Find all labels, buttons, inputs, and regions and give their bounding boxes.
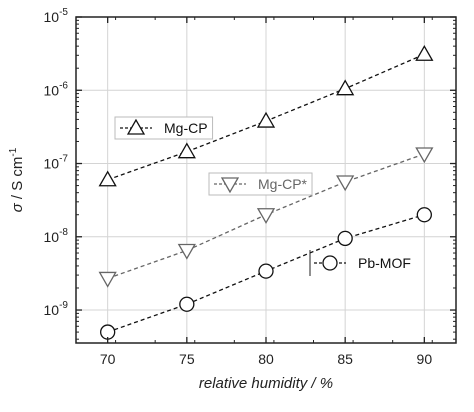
legend-label: Mg-CP bbox=[164, 120, 208, 136]
data-point bbox=[98, 271, 117, 288]
data-point bbox=[179, 296, 195, 312]
data-point bbox=[415, 147, 434, 164]
x-tick-label: 80 bbox=[258, 351, 274, 367]
data-point bbox=[336, 79, 355, 96]
y-tick-label: 10-6 bbox=[44, 80, 69, 98]
y-axis-title-exponent: -1 bbox=[8, 147, 19, 156]
data-point bbox=[256, 208, 276, 225]
series-pb-mof bbox=[100, 207, 432, 340]
data-point bbox=[416, 207, 432, 223]
y-tick-base: 10 bbox=[44, 82, 60, 98]
legend-entry-pb-mof: Pb-MOF bbox=[309, 250, 411, 276]
data-point bbox=[100, 324, 116, 340]
legend-marker bbox=[322, 255, 338, 271]
y-tick-base: 10 bbox=[44, 9, 60, 25]
data-point bbox=[258, 263, 274, 279]
data-point bbox=[177, 243, 196, 260]
y-tick-label: 10-7 bbox=[44, 154, 69, 172]
series-mg-cp bbox=[98, 44, 434, 187]
tick-marks bbox=[76, 16, 456, 343]
x-tick-label: 90 bbox=[417, 351, 433, 367]
data-point bbox=[256, 111, 276, 128]
y-tick-label: 10-5 bbox=[44, 7, 69, 25]
data-point bbox=[337, 230, 353, 247]
y-tick-label: 10-9 bbox=[44, 300, 69, 318]
legend-marker bbox=[220, 177, 240, 194]
y-tick-base: 10 bbox=[44, 229, 60, 245]
y-tick-exponent: -5 bbox=[59, 7, 68, 18]
legend: Mg-CP Mg-CP* Pb-MOF bbox=[114, 116, 411, 276]
legend-entry-mg-cp: Mg-CP bbox=[114, 116, 214, 140]
legend-entry-mg-cp-: Mg-CP* bbox=[208, 172, 313, 196]
y-tick-base: 10 bbox=[44, 156, 60, 172]
data-point bbox=[98, 170, 117, 187]
grid bbox=[76, 17, 456, 343]
y-tick-exponent: -6 bbox=[59, 80, 68, 91]
x-tick-label: 85 bbox=[337, 351, 353, 367]
y-tick-exponent: -9 bbox=[59, 300, 68, 311]
y-axis-title-unit: / S cm bbox=[9, 157, 26, 204]
data-point bbox=[415, 44, 434, 61]
x-tick-label: 70 bbox=[100, 351, 116, 367]
series-layer bbox=[98, 44, 434, 340]
y-tick-label: 10-8 bbox=[44, 227, 69, 245]
y-tick-exponent: -8 bbox=[59, 227, 68, 238]
y-tick-base: 10 bbox=[44, 302, 60, 318]
data-point bbox=[336, 175, 355, 192]
y-tick-exponent: -7 bbox=[59, 154, 68, 165]
series-mg-cp- bbox=[98, 147, 434, 288]
legend-label: Mg-CP* bbox=[258, 176, 308, 192]
legend-marker bbox=[126, 118, 146, 135]
x-tick-label: 75 bbox=[179, 351, 195, 367]
y-axis-title-sigma: σ bbox=[9, 202, 26, 212]
y-axis-title: σ / S cm-1 bbox=[8, 147, 26, 212]
legend-label: Pb-MOF bbox=[358, 255, 411, 271]
data-point bbox=[177, 142, 196, 159]
x-axis-title: relative humidity / % bbox=[199, 375, 333, 392]
